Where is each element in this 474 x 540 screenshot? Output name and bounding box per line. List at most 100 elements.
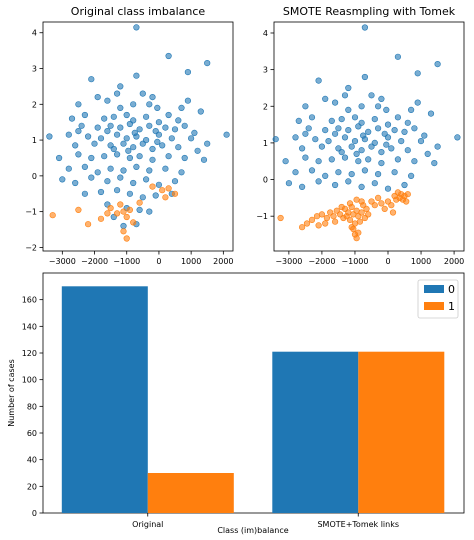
point-class-1 [348, 224, 355, 231]
point-class-0 [411, 125, 418, 132]
point-class-1 [371, 202, 378, 209]
point-class-0 [139, 90, 146, 97]
y-tick-label: 80 [27, 402, 37, 411]
point-class-1 [403, 198, 410, 205]
point-class-0 [365, 156, 372, 163]
point-class-0 [181, 122, 188, 129]
scatter-original-points [46, 24, 230, 242]
point-class-0 [107, 122, 114, 129]
point-class-0 [88, 154, 95, 162]
bar-chart-frame [42, 272, 465, 514]
y-tick-label: 40 [27, 456, 37, 465]
point-class-0 [123, 135, 130, 142]
y-tick-label: 100 [22, 376, 37, 385]
point-class-0 [94, 169, 101, 176]
point-class-0 [414, 70, 421, 77]
y-tick-label: 2 [263, 102, 268, 111]
point-class-0 [162, 165, 169, 172]
point-class-1 [388, 202, 395, 209]
point-class-0 [68, 115, 76, 122]
point-class-0 [104, 128, 111, 135]
y-tick-label: 120 [22, 349, 37, 358]
point-class-1 [303, 220, 311, 227]
point-class-1 [375, 194, 382, 201]
x-tick-label: −1000 [341, 257, 368, 266]
y-tick-label: 140 [22, 322, 37, 331]
point-class-0 [305, 125, 312, 132]
x-tick-label: 1000 [411, 257, 431, 266]
point-class-0 [345, 84, 352, 92]
point-class-0 [204, 59, 211, 67]
bar-original-class-1 [147, 473, 234, 513]
point-class-0 [65, 165, 72, 172]
point-class-0 [308, 114, 316, 121]
point-class-0 [411, 158, 418, 165]
point-class-0 [384, 185, 392, 192]
point-class-0 [146, 208, 153, 215]
point-class-0 [120, 167, 127, 174]
point-class-0 [165, 52, 172, 60]
point-class-0 [171, 178, 179, 185]
point-class-0 [143, 113, 150, 120]
x-tick-label: −3000 [49, 257, 76, 266]
point-class-1 [355, 229, 362, 236]
point-class-0 [133, 163, 140, 170]
y-tick-label: 0 [32, 172, 37, 181]
point-class-0 [414, 99, 421, 106]
point-class-1 [97, 215, 105, 222]
point-class-0 [355, 158, 362, 165]
scatter-smote-xticks: −3000 −2000 −1000 0 1000 2000 [275, 251, 464, 266]
point-class-0 [341, 154, 349, 161]
point-class-1 [338, 203, 345, 211]
point-class-0 [348, 143, 355, 150]
x-tick-label: 0 [385, 257, 390, 266]
point-class-1 [104, 210, 111, 217]
y-tick-label: −1 [256, 212, 268, 221]
y-tick-label: 3 [32, 65, 37, 74]
point-class-0 [168, 135, 175, 142]
point-class-0 [81, 163, 88, 170]
point-class-0 [394, 53, 402, 60]
point-class-0 [197, 108, 204, 115]
y-tick-label: 1 [32, 136, 37, 145]
point-class-0 [143, 176, 150, 183]
point-class-0 [328, 117, 335, 124]
y-tick-label: 160 [22, 296, 37, 305]
point-class-1 [123, 213, 130, 221]
x-tick-label: 2000 [213, 257, 233, 266]
bar-chart-xlabel: Class (im)balance [217, 526, 288, 535]
point-class-0 [75, 101, 82, 108]
point-class-0 [431, 160, 438, 167]
legend-label-0: 0 [448, 283, 455, 296]
point-class-0 [104, 97, 111, 104]
point-class-0 [130, 179, 137, 187]
point-class-0 [188, 135, 195, 142]
point-class-0 [384, 134, 392, 141]
bar-chart-xticks: Original SMOTE+Tomek links [132, 513, 399, 529]
legend-swatch-0 [424, 285, 444, 293]
point-class-0 [335, 169, 342, 176]
point-class-0 [81, 111, 88, 119]
point-class-0 [184, 97, 191, 104]
x-tick-label: 2000 [444, 257, 464, 266]
point-class-0 [117, 83, 124, 90]
point-class-1 [49, 212, 56, 219]
point-class-0 [341, 92, 349, 99]
point-class-0 [394, 114, 402, 121]
x-tick-label: −1000 [113, 257, 140, 266]
x-tick-label: −3000 [275, 257, 302, 266]
point-class-1 [277, 214, 284, 222]
point-class-0 [120, 222, 127, 230]
point-class-0 [292, 134, 299, 141]
point-class-0 [165, 153, 172, 160]
point-class-0 [398, 138, 405, 145]
point-class-0 [384, 121, 392, 128]
point-class-0 [404, 147, 411, 154]
point-class-0 [332, 130, 339, 137]
point-class-0 [191, 129, 198, 136]
point-class-0 [318, 143, 326, 150]
point-class-0 [427, 110, 435, 117]
point-class-0 [312, 136, 319, 143]
point-class-0 [361, 73, 369, 81]
point-class-0 [171, 126, 179, 133]
